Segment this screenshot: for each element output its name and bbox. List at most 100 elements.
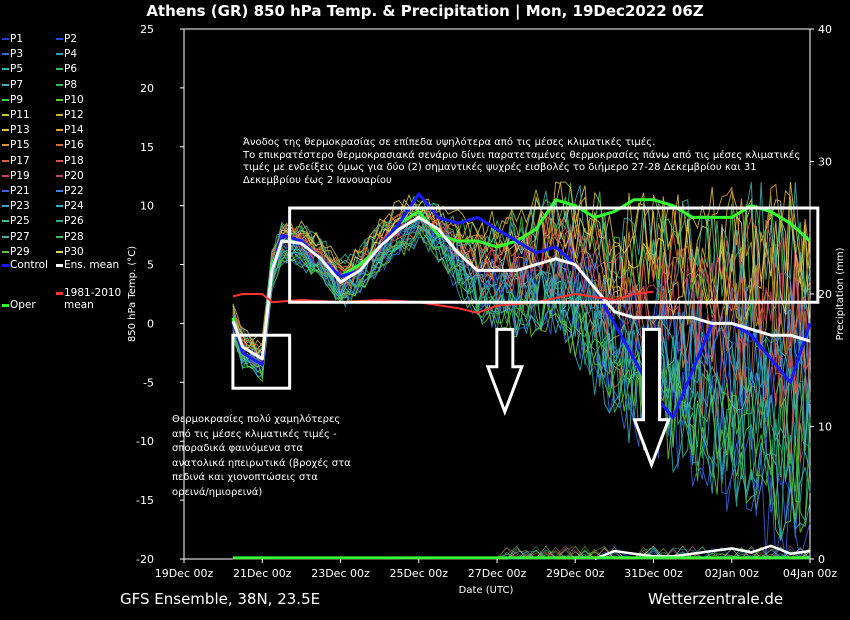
legend-item-p6: P6 xyxy=(56,63,77,75)
legend-swatch xyxy=(2,250,9,253)
legend-label: mean xyxy=(64,299,94,311)
x-tick-label: 27Dec 00z xyxy=(468,567,527,580)
down-arrow xyxy=(485,327,524,417)
legend-label: P28 xyxy=(64,230,84,243)
legend-label: P12 xyxy=(64,109,84,121)
y-tick-label: -10 xyxy=(136,435,154,448)
annotation-top-line: Δεκεμβρίου έως 2 Ιανουαρίου xyxy=(243,174,392,186)
member-line-p6 xyxy=(232,182,811,360)
annotation-top-line: τιμές με ενδείξεις όμως για δύο (2) σημα… xyxy=(243,162,757,173)
legend-swatch xyxy=(2,303,9,307)
legend-label: P14 xyxy=(64,124,84,137)
legend-label: P29 xyxy=(10,245,30,258)
legend-swatch xyxy=(56,129,63,132)
legend-swatch xyxy=(2,68,9,71)
annotation-top: Άνοδος της θερμοκρασίας σε επίπεδα υψηλό… xyxy=(243,137,800,187)
member-precip-p30 xyxy=(232,545,811,560)
legend-swatch xyxy=(56,68,63,71)
legend-item-p11: P11 xyxy=(2,109,30,121)
legend-item-p22: P22 xyxy=(56,185,84,197)
annotation-bottom-line: ορεινά/ημιορεινά) xyxy=(172,486,263,498)
member-line-p19 xyxy=(232,214,811,380)
legend-swatch xyxy=(2,53,9,56)
legend-label: P8 xyxy=(64,78,78,91)
legend-item-p19: P19 xyxy=(2,170,30,182)
member-line-p29 xyxy=(232,224,811,521)
legend-swatch xyxy=(2,129,9,132)
x-axis-label: Date (UTC) xyxy=(459,585,514,596)
legend-item-climate-mean: 1981-2010 mean xyxy=(56,287,121,311)
legend-label: P6 xyxy=(64,63,78,76)
y-tick-label: -20 xyxy=(136,553,154,566)
y-tick-label: 15 xyxy=(140,141,154,154)
legend-item-p12: P12 xyxy=(56,109,84,121)
legend-label: P27 xyxy=(10,230,30,243)
legend-item-p20: P20 xyxy=(56,170,84,182)
y-tick-label: -15 xyxy=(136,494,154,507)
legend-swatch xyxy=(2,159,9,162)
legend-swatch xyxy=(56,190,63,192)
y2-tick-label: 20 xyxy=(818,288,832,301)
annotation-bottom-line: πεδινά και χιονοπτώσεις στα xyxy=(172,472,318,483)
legend-swatch xyxy=(56,114,63,116)
climate-mean-line xyxy=(232,290,654,314)
y2-axis-label: Precipitation (mm) xyxy=(835,247,846,340)
legend-item-p21: P21 xyxy=(2,185,30,197)
x-tick-label: 29Dec 00z xyxy=(546,567,605,580)
member-line-p24 xyxy=(232,236,811,541)
legend-item-p9: P9 xyxy=(2,94,23,106)
legend-label: P30 xyxy=(64,245,84,258)
legend-item-p30: P30 xyxy=(56,246,84,258)
legend-item-p5: P5 xyxy=(2,63,23,75)
annotation-bottom-line: σποραδικά φαινόμενα στα xyxy=(172,443,303,454)
legend-swatch xyxy=(56,144,63,147)
legend-label: P2 xyxy=(64,33,78,45)
legend-swatch xyxy=(2,98,9,101)
legend-item-p25: P25 xyxy=(2,215,30,227)
legend-swatch xyxy=(56,220,63,223)
legend-item-p17: P17 xyxy=(2,155,30,167)
y-tick-label: 25 xyxy=(140,23,154,36)
legend-item-ens-mean: Ens. mean xyxy=(56,259,119,271)
legend-item-p28: P28 xyxy=(56,231,84,243)
legend-label: Oper xyxy=(10,299,36,311)
legend-swatch xyxy=(56,250,63,253)
legend-item-p1: P1 xyxy=(2,33,23,45)
legend-item-control: Control xyxy=(2,259,48,271)
legend-label: P15 xyxy=(10,139,30,152)
legend-label: P26 xyxy=(64,215,84,228)
highlight-box xyxy=(231,333,292,390)
legend-item-p3: P3 xyxy=(2,48,23,60)
legend-item-p14: P14 xyxy=(56,124,84,136)
legend-item-p15: P15 xyxy=(2,139,30,151)
legend-swatch xyxy=(2,83,9,86)
legend-swatch xyxy=(2,263,9,267)
footer-model-info: GFS Ensemble, 38N, 23.5E xyxy=(120,590,321,608)
y-tick-label: 20 xyxy=(140,82,154,95)
x-tick-label: 31Dec 00z xyxy=(624,567,683,580)
y-tick-label: 10 xyxy=(140,200,154,213)
legend-label: P17 xyxy=(10,154,30,167)
legend-swatch xyxy=(2,114,9,116)
legend-item-p13: P13 xyxy=(2,124,30,136)
legend-item-oper: Oper xyxy=(2,299,36,311)
legend-swatch xyxy=(56,98,63,101)
highlight-box xyxy=(288,206,820,304)
legend-swatch xyxy=(2,144,9,147)
ens-mean-precip-line xyxy=(594,544,811,561)
legend-swatch xyxy=(2,190,9,192)
legend-swatch xyxy=(56,53,63,56)
legend-swatch xyxy=(56,38,63,40)
legend-label: P1 xyxy=(10,33,24,45)
legend-swatch xyxy=(56,174,63,177)
legend-swatch xyxy=(56,205,63,208)
legend-label: P25 xyxy=(10,215,30,228)
legend-item-p23: P23 xyxy=(2,200,30,212)
y2-tick-label: 30 xyxy=(818,156,832,169)
legend-label: 1981-2010 xyxy=(64,287,122,299)
legend-label: P22 xyxy=(64,185,84,197)
legend-swatch xyxy=(2,220,9,223)
y2-tick-label: 10 xyxy=(818,421,832,434)
legend-label: P21 xyxy=(10,185,30,197)
